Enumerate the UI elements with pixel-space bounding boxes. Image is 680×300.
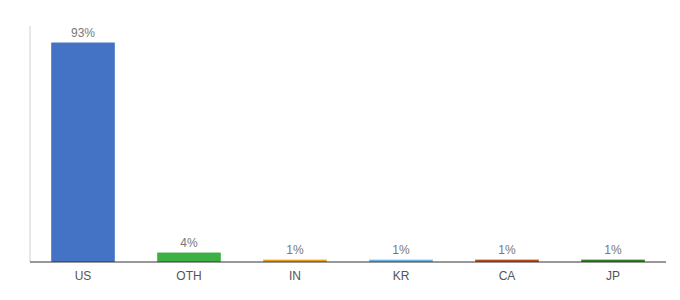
x-tick-label: US [75,269,92,283]
data-labels: 93% 4% 1% 1% 1% 1% [71,26,622,257]
data-label: 1% [604,243,622,257]
y-axis-line [30,26,31,262]
bar [157,253,221,262]
chart-container: US OTH IN KR CA JP 93% 4% 1% 1% 1% 1% [0,0,680,300]
x-tick-label: KR [393,269,410,283]
x-tick-label: JP [606,269,620,283]
data-label: 4% [180,236,198,250]
data-label: 93% [71,26,95,40]
x-tick-label: CA [499,269,516,283]
data-label: 1% [392,243,410,257]
data-label: 1% [498,243,516,257]
bar [51,43,115,262]
chart-svg: US OTH IN KR CA JP 93% 4% 1% 1% 1% 1% [0,0,680,300]
x-tick-label: IN [289,269,301,283]
x-tick-label: OTH [176,269,201,283]
x-axis-line [30,262,666,263]
page: {"chart_data": {"type": "bar", "categori… [0,0,680,300]
bars [51,43,645,262]
data-label: 1% [286,243,304,257]
